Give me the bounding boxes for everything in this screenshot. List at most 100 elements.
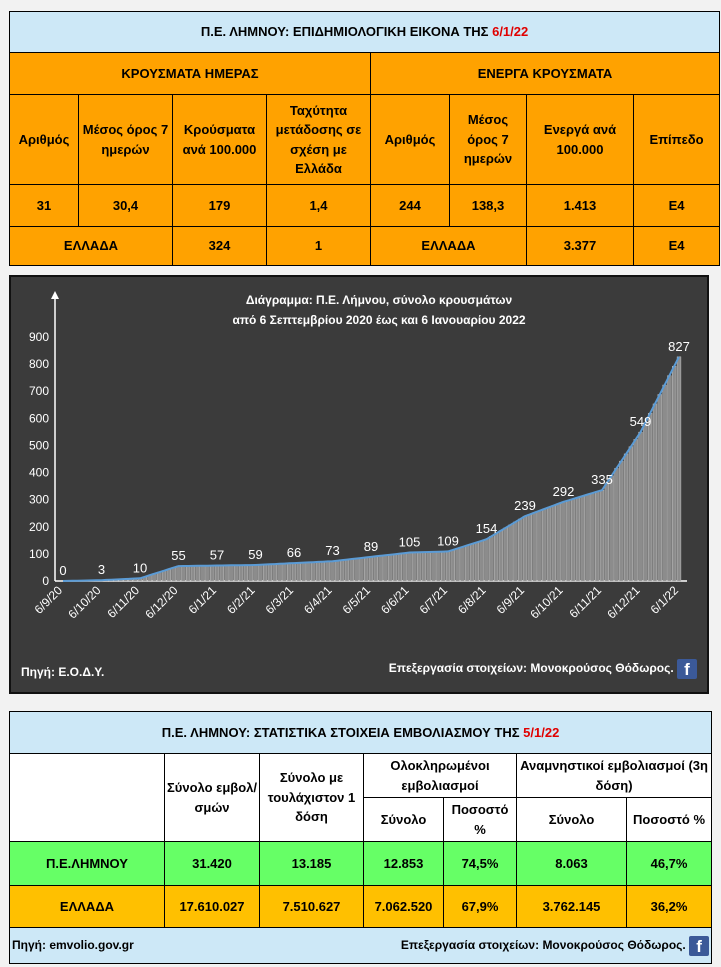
- chart-bar: [373, 556, 378, 582]
- chart-bar: [224, 565, 229, 582]
- cell: 17.610.027: [164, 885, 260, 928]
- chart-bar: [320, 561, 326, 582]
- x-tick-label: 6/9/21: [494, 583, 528, 617]
- cell: 12.853: [363, 841, 444, 886]
- daily-cases-header: ΚΡΟΥΣΜΑΤΑ ΗΜΕΡΑΣ: [9, 52, 371, 95]
- chart-subtitle: από 6 Σεπτεμβρίου 2020 έως και 6 Ιανουαρ…: [232, 313, 525, 327]
- empty-header-cell: [9, 753, 165, 842]
- chart-bar: [364, 557, 369, 582]
- chart-bar: [344, 559, 350, 582]
- chart-bar: [161, 570, 167, 582]
- chart-bar: [570, 498, 576, 582]
- x-tick-label: 6/4/21: [301, 583, 335, 617]
- x-tick-label: 6/6/21: [378, 583, 412, 617]
- x-tick-label: 6/3/21: [263, 583, 297, 617]
- chart-bar: [200, 565, 205, 582]
- x-tick-label: 6/11/20: [105, 583, 143, 621]
- chart-bar: [556, 503, 561, 582]
- chart-bar: [291, 562, 297, 582]
- chart-bar: [195, 565, 200, 582]
- chart-bar: [455, 548, 460, 582]
- chart-bar: [354, 558, 359, 582]
- chart-bar: [667, 375, 672, 582]
- col-header: Μέσος όρος 7 ημερών: [449, 94, 527, 185]
- chart-bar: [378, 555, 383, 582]
- cell: 244: [370, 184, 450, 227]
- y-tick-label: 500: [29, 438, 49, 452]
- epidemiology-date: 6/1/22: [492, 24, 529, 40]
- cell: 13.185: [259, 841, 364, 886]
- cell: 46,7%: [625, 841, 713, 886]
- cell: 36,2%: [625, 885, 713, 928]
- cell: 138,3: [449, 184, 527, 227]
- cases-chart-panel: Διάγραμμα: Π.Ε. Λήμνου, σύνολο κρουσμάτω…: [9, 275, 709, 694]
- chart-bar: [638, 431, 643, 582]
- chart-bar: [595, 491, 600, 582]
- chart-bar: [575, 497, 581, 582]
- greece-label: ΕΛΛΑΔΑ: [370, 226, 527, 266]
- chart-bar: [229, 565, 234, 582]
- chart-bar: [590, 492, 595, 582]
- chart-bar: [210, 565, 215, 582]
- chart-bar: [561, 501, 566, 582]
- cell: 3.377: [526, 226, 634, 266]
- cell: 31: [9, 184, 79, 227]
- epidemiology-table: Π.Ε. ΛΗΜΝΟΥ: ΕΠΙΔΗΜΙΟΛΟΓΙΚΗ ΕΙΚΟΝΑ ΤΗΣ 6…: [8, 11, 721, 266]
- chart-bar: [402, 552, 407, 582]
- chart-bar: [532, 512, 537, 582]
- chart-bar: [368, 556, 374, 582]
- facebook-icon[interactable]: f: [689, 935, 710, 956]
- chart-bar: [604, 482, 609, 582]
- chart-bar: [330, 560, 335, 582]
- cell: 7.062.520: [363, 885, 444, 928]
- facebook-icon[interactable]: f: [677, 659, 697, 679]
- table-row: Π.Ε.ΛΗΜΝΟΥ 31.420 13.185 12.853 74,5% 8.…: [9, 841, 713, 886]
- chart-bar: [493, 533, 499, 582]
- active-cases-header: ΕΝΕΡΓΑ ΚΡΟΥΣΜΑΤΑ: [369, 52, 721, 95]
- chart-bar: [522, 515, 528, 582]
- col-header: Ταχύτητα μετάδοσης σε σχέση με Ελλάδα: [266, 94, 371, 185]
- chart-bar: [614, 468, 619, 582]
- cell: 3.762.145: [516, 885, 627, 928]
- vaccination-credit-row: Επεξεργασία στοιχείων: Μονοκρούσος Θόδωρ…: [401, 935, 710, 956]
- x-tick-label: 6/5/21: [340, 583, 374, 617]
- chart-bar: [585, 494, 590, 582]
- cases-chart: Διάγραμμα: Π.Ε. Λήμνου, σύνολο κρουσμάτω…: [29, 291, 690, 621]
- cell: 67,9%: [443, 885, 517, 928]
- y-tick-label: 300: [29, 493, 49, 507]
- chart-bar: [652, 403, 658, 582]
- chart-bar: [518, 518, 523, 582]
- data-label: 105: [399, 535, 421, 550]
- chart-bar: [267, 564, 273, 582]
- chart-bar: [311, 561, 316, 582]
- chart-bar: [248, 564, 253, 582]
- y-tick-label: 200: [29, 520, 49, 534]
- chart-source: Πηγή: Ε.Ο.Δ.Υ.: [21, 665, 105, 679]
- chart-bar: [185, 565, 191, 582]
- cell: 1: [266, 226, 371, 266]
- chart-bar: [421, 551, 427, 582]
- data-label: 335: [591, 472, 613, 487]
- col-header: Κρούσματα ανά 100.000: [172, 94, 267, 185]
- chart-bar: [253, 564, 258, 582]
- chart-bar: [676, 356, 682, 582]
- x-tick-label: 6/1/21: [186, 583, 220, 617]
- data-label: 827: [668, 339, 690, 354]
- greece-label: ΕΛΛΑΔΑ: [9, 226, 173, 266]
- chart-bar: [628, 446, 634, 582]
- chart-title: Διάγραμμα: Π.Ε. Λήμνου, σύνολο κρουσμάτω…: [246, 293, 513, 307]
- greece-row: ΕΛΛΑΔΑ 324 1 ΕΛΛΑΔΑ 3.377 Ε4: [9, 226, 721, 266]
- chart-bar: [359, 557, 364, 582]
- col-header: Αναμνηστικοί εμβολιασμοί (3η δόση): [515, 753, 713, 798]
- chart-bar: [272, 563, 277, 582]
- chart-bar: [441, 551, 446, 582]
- col-header: Επίπεδο: [632, 94, 721, 185]
- x-tick-label: 6/8/21: [455, 583, 489, 617]
- data-label: 292: [553, 484, 575, 499]
- y-tick-label: 800: [29, 357, 49, 371]
- chart-bar: [489, 536, 494, 582]
- chart-bar: [190, 565, 196, 582]
- row-label: ΕΛΛΑΔΑ: [9, 885, 165, 928]
- chart-bar: [166, 568, 172, 582]
- data-label: 66: [287, 545, 301, 560]
